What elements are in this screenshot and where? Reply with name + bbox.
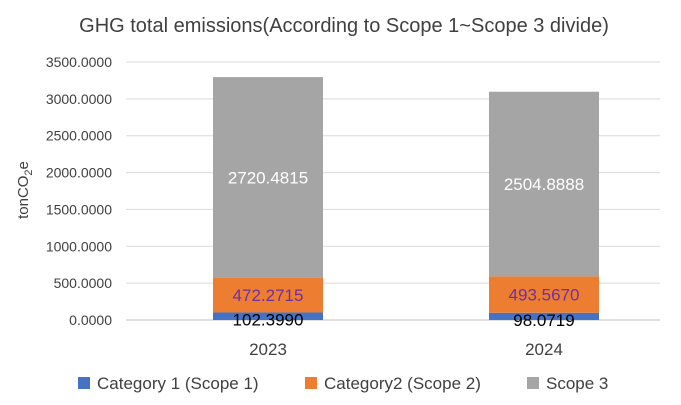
data-label-2023-series-3: 2720.4815 [228, 168, 308, 187]
chart-title: GHG total emissions(According to Scope 1… [79, 15, 609, 37]
y-tick-label: 2000.0000 [46, 165, 112, 181]
data-label-2024-series-1: 98.0719 [513, 311, 574, 330]
x-category-label: 2023 [249, 340, 287, 359]
bar-segment-2024-series-2 [489, 276, 599, 313]
y-tick-label: 1000.0000 [46, 238, 112, 254]
legend-label: Category2 (Scope 2) [324, 374, 481, 393]
y-axis-label-base: tonCO [15, 176, 32, 219]
y-tick-label: 500.0000 [54, 275, 113, 291]
y-axis-ticks: 0.0000 500.0000 1000.0000 1500.0000 2000.000… [46, 54, 112, 328]
legend-label: Scope 3 [546, 374, 608, 393]
x-axis-categories: 2023 2024 [249, 340, 563, 359]
bar-segment-2024-series-1 [489, 312, 599, 320]
legend-swatch [527, 377, 539, 389]
legend: Category 1 (Scope 1) Category2 (Scope 2) S… [78, 374, 608, 393]
bar-segment-2023-series-1 [213, 312, 323, 320]
y-tick-label: 0.0000 [69, 312, 112, 328]
legend-swatch [78, 377, 90, 389]
bar-segment-2023-series-3 [213, 77, 323, 278]
y-tick-label: 1500.0000 [46, 201, 112, 217]
data-label-2024-series-3: 2504.8888 [504, 175, 584, 194]
y-axis-label: tonCO2e [15, 161, 35, 219]
legend-swatch [305, 377, 317, 389]
y-axis-label-subscript: 2 [23, 169, 35, 175]
y-tick-label: 3000.0000 [46, 91, 112, 107]
data-label-2023-series-2: 472.2715 [233, 286, 304, 305]
legend-label: Category 1 (Scope 1) [97, 374, 259, 393]
y-tick-label: 3500.0000 [46, 54, 112, 70]
y-axis-label-suffix: e [15, 161, 32, 169]
x-category-label: 2024 [525, 340, 563, 359]
data-labels: 102.3990 472.2715 2720.4815 98.0719 493.5670… [228, 168, 584, 329]
bars [213, 77, 599, 320]
bar-segment-2023-series-2 [213, 277, 323, 313]
data-label-2024-series-2: 493.5670 [509, 286, 580, 305]
bar-segment-2024-series-3 [489, 91, 599, 277]
y-tick-label: 2500.0000 [46, 128, 112, 144]
data-label-2023-series-1: 102.3990 [233, 310, 304, 329]
